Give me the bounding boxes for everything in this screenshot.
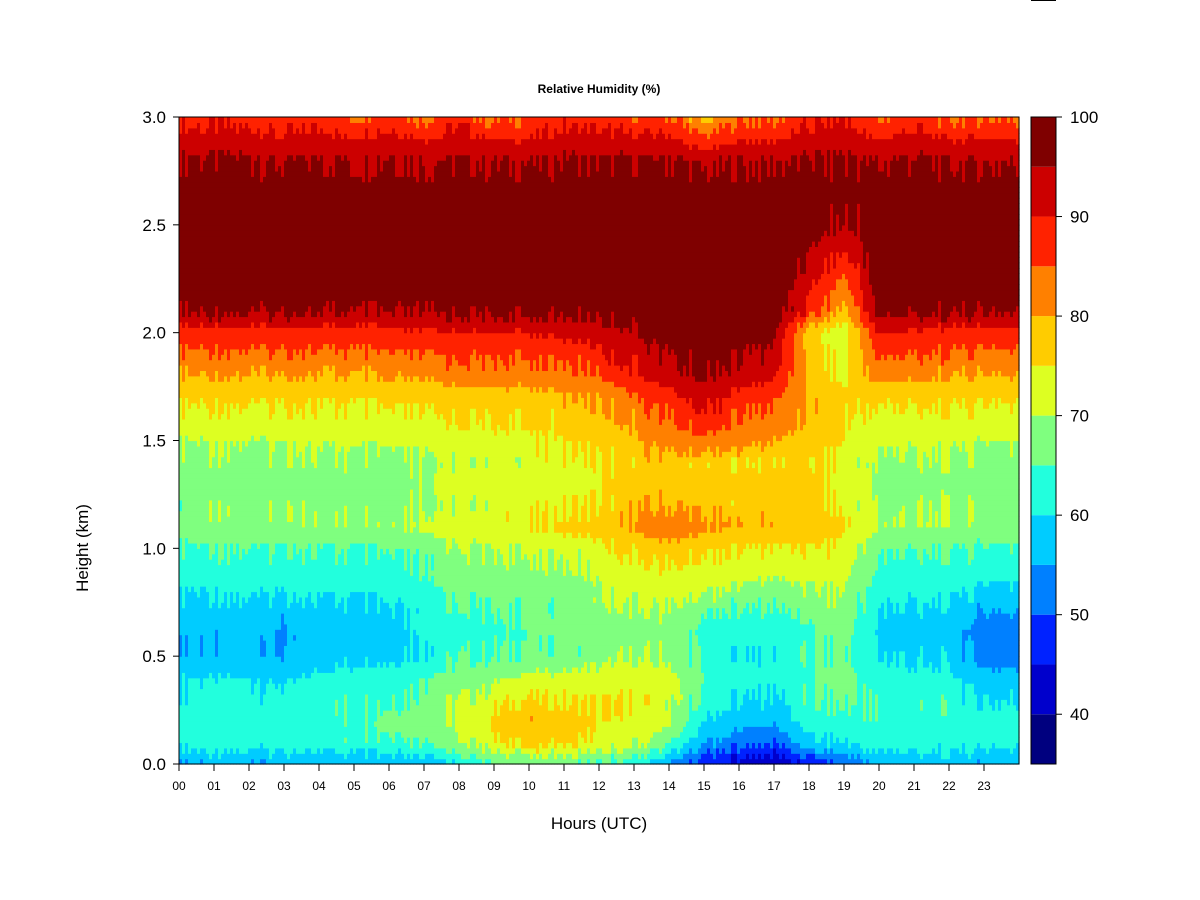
chart-title: Relative Humidity (%) bbox=[538, 82, 661, 96]
heatmap-plot-area bbox=[179, 117, 1020, 765]
